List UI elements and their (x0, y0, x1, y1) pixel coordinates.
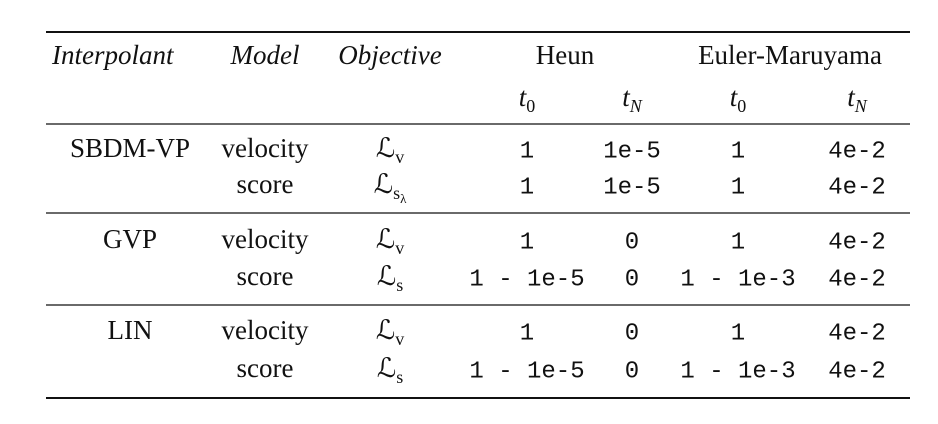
cell-value: 4e-2 (828, 358, 886, 385)
cell-value: 4e-2 (828, 229, 886, 256)
math-symbol: ℒ (376, 315, 395, 345)
math-symbol: ℒ (374, 169, 393, 199)
cell-value: 1 - 1e-5 (469, 266, 584, 293)
subscript: 0 (526, 96, 535, 116)
subscript: s (396, 275, 403, 295)
group-header: Heun (536, 40, 595, 70)
cell-value: 1 (520, 174, 534, 201)
subscript: s (393, 183, 400, 203)
cell-value: 1 (731, 138, 745, 165)
cell-value: 1 (520, 229, 534, 256)
objective: ℒs (377, 261, 403, 295)
cell-value: 0 (625, 229, 639, 256)
subscript: s (396, 367, 403, 387)
subscript: v (395, 329, 404, 349)
model: score (237, 353, 294, 383)
subscript: v (395, 238, 404, 258)
group-header: Euler-Maruyama (698, 40, 882, 70)
subscript: v (395, 147, 404, 167)
interpolant: SBDM-VP (70, 133, 190, 163)
objective: ℒs (377, 353, 403, 387)
objective: ℒv (376, 315, 404, 349)
subscript: N (854, 96, 868, 116)
column-header: Objective (338, 40, 441, 70)
model: velocity (222, 315, 309, 345)
cell-value: 1e-5 (603, 138, 661, 165)
math-symbol: ℒ (376, 133, 395, 163)
interpolant: GVP (103, 224, 157, 254)
cell-value: 4e-2 (828, 266, 886, 293)
sub-subscript: λ (400, 191, 407, 206)
cell-value: 1 - 1e-3 (680, 266, 795, 293)
cell-value: 0 (625, 320, 639, 347)
cell-value: 0 (625, 266, 639, 293)
math-symbol: t (519, 82, 528, 112)
cell-value: 1e-5 (603, 174, 661, 201)
sub-header: tN (622, 82, 643, 116)
column-header: Interpolant (51, 40, 175, 70)
objective: ℒsλ (374, 169, 407, 206)
cell-value: 1 (731, 174, 745, 201)
model: velocity (222, 133, 309, 163)
objective: ℒv (376, 133, 404, 167)
cell-value: 4e-2 (828, 174, 886, 201)
subscript: N (629, 96, 643, 116)
math-symbol: ℒ (377, 353, 396, 383)
cell-value: 0 (625, 358, 639, 385)
model: score (237, 169, 294, 199)
cell-value: 1 (731, 229, 745, 256)
objective: ℒv (376, 224, 404, 258)
sub-header: t0 (519, 82, 536, 116)
math-symbol: ℒ (377, 261, 396, 291)
math-symbol: t (622, 82, 631, 112)
subscript: 0 (737, 96, 746, 116)
column-header: Model (230, 40, 300, 70)
model: score (237, 261, 294, 291)
cell-value: 4e-2 (828, 320, 886, 347)
sub-header: t0 (730, 82, 747, 116)
math-symbol: t (730, 82, 739, 112)
interpolant: LIN (108, 315, 153, 345)
cell-value: 1 - 1e-5 (469, 358, 584, 385)
cell-value: 1 (731, 320, 745, 347)
model: velocity (222, 224, 309, 254)
math-symbol: t (847, 82, 856, 112)
cell-value: 1 (520, 138, 534, 165)
cell-value: 1 (520, 320, 534, 347)
sub-header: tN (847, 82, 868, 116)
cell-value: 1 - 1e-3 (680, 358, 795, 385)
cell-value: 4e-2 (828, 138, 886, 165)
math-symbol: ℒ (376, 224, 395, 254)
